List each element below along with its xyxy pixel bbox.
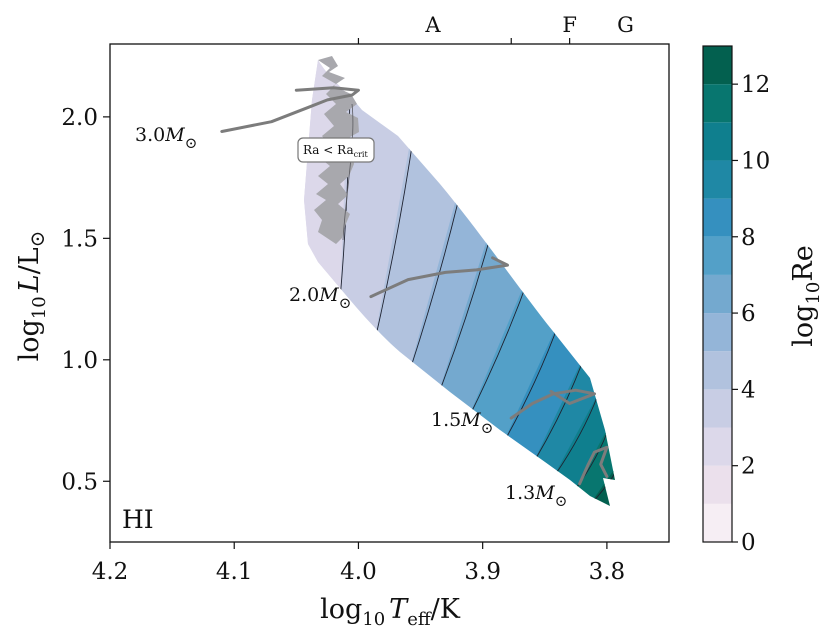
evolution-track (220, 86, 360, 133)
y-axis-ticks: 0.5 1.0 1.5 2.0 (61, 105, 110, 495)
plot-area: Ra < Racrit 3.0M⊙ 2.0M⊙ 1.5M⊙ 1.3M⊙ HI (109, 43, 670, 543)
mass-labels: 3.0M⊙ 2.0M⊙ 1.5M⊙ 1.3M⊙ (135, 124, 567, 510)
evolution-tracks (220, 86, 609, 486)
colorbar-cell (703, 46, 732, 85)
spectral-type-label: F (562, 13, 577, 37)
contour-line (554, 394, 599, 476)
annotation-box (297, 137, 375, 163)
ra-annotation: Ra < Racrit (297, 137, 375, 163)
colorbar-cell (703, 389, 732, 428)
x-tick-label: 4.0 (340, 559, 377, 585)
annotation-text: Ra < Racrit (303, 143, 368, 159)
panel-label: HI (122, 505, 154, 534)
ra-region-edge (342, 103, 354, 241)
colorbar-cell (703, 122, 732, 161)
spectral-type-label: A (424, 13, 441, 37)
colorbar-tick-label: 2 (741, 454, 756, 480)
evolution-track (509, 388, 596, 420)
colorbar-cell (703, 274, 732, 314)
colorbar-cell (703, 198, 732, 237)
colorbar-cell (703, 465, 732, 504)
colorbar-cells (703, 46, 732, 542)
mass-label-3: 3.0M⊙ (135, 124, 197, 152)
evolution-track (578, 445, 609, 486)
colorbar-tick-label: 8 (741, 225, 756, 251)
colorbar-tick-label: 6 (741, 301, 756, 327)
x-axis-label: log10 Teff/K (320, 594, 461, 630)
y-tick-label: 1.0 (61, 348, 98, 374)
y-tick-label: 1.5 (61, 226, 98, 252)
colorbar-tick-label: 10 (741, 148, 770, 174)
colorbar-cell (703, 427, 732, 466)
plot-frame (109, 43, 670, 543)
colorbar-cell (703, 160, 732, 199)
x-axis-ticks: 4.2 4.1 4.0 3.9 3.8 (92, 542, 625, 585)
colorbar-cell (703, 313, 732, 352)
colorbar-tick-label: 4 (741, 377, 756, 403)
mass-label-2: 2.0M⊙ (289, 284, 351, 312)
colorbar-tick-label: 12 (741, 72, 770, 98)
y-tick-label: 2.0 (61, 105, 98, 131)
spectral-type-label: G (617, 13, 634, 37)
colorbar-cell (703, 503, 732, 542)
colorbar: 0 2 4 6 8 10 12 log10Re (702, 45, 824, 556)
colorbar-cell (703, 84, 732, 123)
colorbar-cell (703, 351, 732, 390)
mass-label-1-5: 1.5M⊙ (431, 409, 493, 437)
x-tick-label: 3.9 (464, 559, 501, 585)
colorbar-ticks: 0 2 4 6 8 10 12 (732, 72, 770, 556)
colorbar-frame (702, 45, 733, 543)
mass-label-1-3: 1.3M⊙ (505, 482, 567, 510)
x-tick-label: 4.1 (216, 559, 253, 585)
colorbar-tick-label: 0 (741, 530, 756, 556)
y-tick-label: 0.5 (61, 469, 98, 495)
y-axis-label: log10L/L⊙ (14, 231, 50, 362)
x-tick-label: 3.8 (589, 559, 626, 585)
evolution-track (369, 256, 509, 299)
colorbar-label: log10Re (788, 245, 824, 346)
x-tick-label: 4.2 (92, 559, 129, 585)
colorbar-cell (703, 236, 732, 275)
